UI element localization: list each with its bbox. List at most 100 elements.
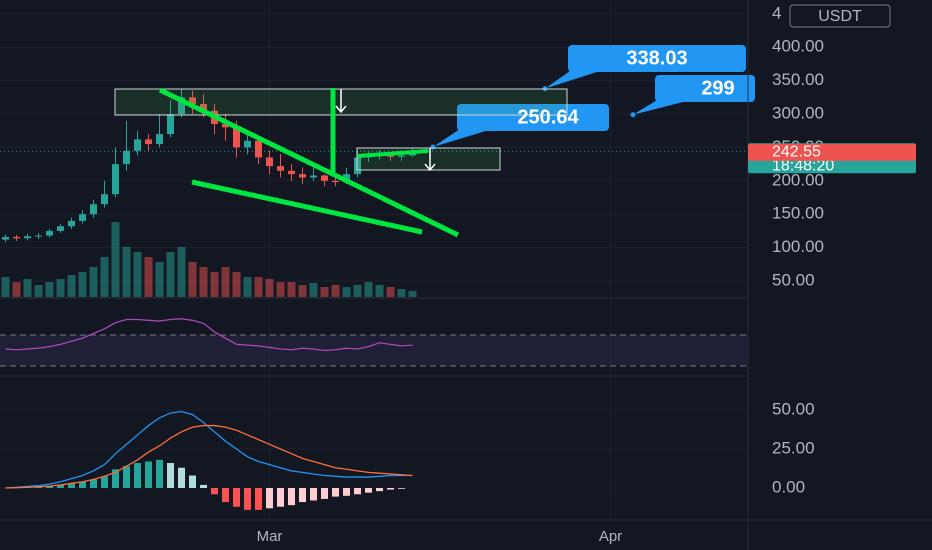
histogram-bar (46, 485, 53, 489)
y-tick-label: 100.00 (772, 237, 824, 256)
candle-body (46, 230, 53, 236)
macd-line (5, 424, 413, 489)
candle-body (321, 175, 328, 181)
histogram-bar (299, 488, 306, 503)
callout-box (655, 75, 755, 102)
labels: MarApr50.00100.00150.00200.00250.00300.0… (257, 3, 916, 545)
histogram-bar (343, 488, 350, 496)
volume-bar (287, 282, 296, 297)
volume-bar (199, 267, 208, 297)
histogram-bar (255, 488, 262, 510)
price-tag-label: 242.55 (772, 144, 821, 161)
histogram-bar (365, 488, 372, 493)
volume-bar (243, 277, 252, 297)
histogram-bar (178, 467, 185, 489)
volume-bar (331, 285, 340, 297)
histogram-bar (57, 484, 64, 489)
volume-bar (23, 279, 32, 297)
histogram-bar (90, 479, 97, 489)
volume-bar (144, 257, 153, 297)
y-tick-label: 25.00 (772, 438, 815, 457)
histogram-bar (101, 476, 108, 489)
candle-body (57, 226, 64, 231)
volume-bar (188, 262, 197, 297)
histogram-bar (189, 475, 196, 489)
histogram-bar (123, 466, 130, 489)
volume-bar (1, 277, 10, 297)
histogram-bar (233, 488, 240, 507)
callout-anchor (629, 111, 637, 119)
volume-bar (408, 291, 417, 297)
volume-bar (276, 282, 285, 297)
volume-bar (386, 287, 395, 297)
histogram-bar (211, 488, 218, 495)
candle-body (68, 220, 75, 227)
macd-line (5, 410, 413, 489)
y-tick-label: 400.00 (772, 37, 824, 56)
range-box (356, 147, 501, 171)
histogram-bar (266, 488, 273, 509)
histogram-bar (35, 486, 42, 489)
histogram-bar (200, 484, 207, 489)
y-tick-label: 0.00 (772, 477, 805, 496)
candle-body (112, 164, 119, 195)
candle-body (200, 104, 207, 111)
candle-body (134, 139, 141, 151)
volume-bar (232, 272, 241, 297)
histogram-bar (222, 488, 229, 503)
y-tick-label: 50.00 (772, 399, 815, 418)
currency-badge (789, 4, 891, 28)
callout-label: 299 (701, 77, 734, 99)
volume-bar (210, 272, 219, 297)
histogram-bar (145, 461, 152, 489)
candle-body (145, 139, 152, 145)
candle-body (79, 214, 86, 221)
histogram-bar (387, 488, 394, 490)
volume-bar (166, 252, 175, 297)
volume-bar (133, 252, 142, 297)
histogram-bar (354, 488, 361, 495)
volume-bar (364, 282, 373, 297)
volume-bar (155, 262, 164, 297)
trend-line (191, 179, 423, 235)
volume-bar (375, 285, 384, 297)
candle-body (156, 134, 163, 145)
volume-bar (177, 247, 186, 297)
volume-bar (254, 277, 263, 297)
price-tag (748, 143, 916, 161)
volume-bar (89, 267, 98, 297)
candle-body (24, 236, 31, 239)
callout-label: 338.03 (626, 47, 687, 69)
y-tick-label: 150.00 (772, 204, 824, 223)
currency: USDT (818, 8, 862, 25)
countdown: 18:48:20 (772, 158, 834, 175)
x-tick-label: Apr (599, 528, 622, 545)
candle-body (90, 204, 97, 215)
volume-bar (309, 283, 318, 297)
y-tick-label: 200.00 (772, 170, 824, 189)
histogram-bar (244, 488, 251, 510)
histogram-bar (79, 481, 86, 489)
candle-body (178, 97, 185, 115)
volume-bar (298, 285, 307, 297)
candle-body (189, 97, 196, 105)
y-tick-label: 50.00 (772, 271, 815, 290)
trend-line (158, 87, 460, 238)
candle-body (310, 175, 317, 178)
arrow (335, 89, 347, 114)
volume-bar (12, 282, 21, 297)
candle-body (332, 180, 339, 183)
x-tick-label: Mar (257, 528, 283, 545)
callout-anchor (429, 143, 437, 151)
volume-bar (320, 287, 329, 297)
candle-body (222, 124, 229, 128)
histogram-bar (398, 488, 405, 489)
candle-body (398, 155, 405, 157)
candle-body (101, 194, 108, 205)
callout-box (568, 45, 746, 72)
volume-bar (45, 282, 54, 297)
candle-body (288, 170, 295, 175)
candle-body (299, 174, 306, 178)
